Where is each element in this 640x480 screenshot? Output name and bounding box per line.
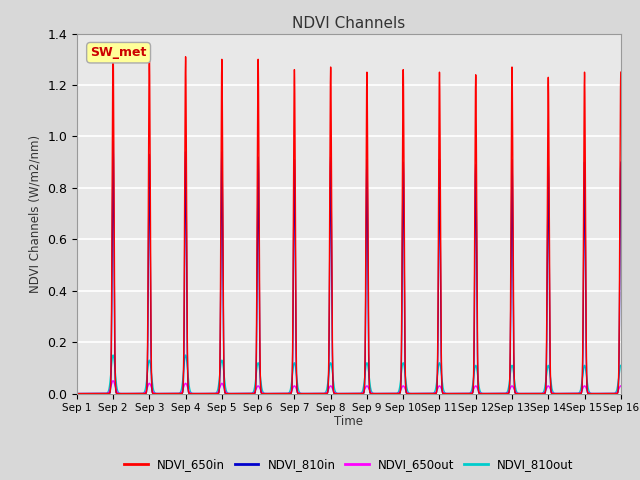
NDVI_650in [90,391,98,396]
NDVI_650in [73,391,81,396]
Title: NDVI Channels: NDVI Channels [292,16,405,31]
NDVI_650in [545,79,552,85]
NDVI_650out [109,378,117,384]
NDVI_650in [361,381,369,386]
NDVI_810in [204,391,211,396]
NDVI_810out [361,376,369,382]
NDVI_650out [617,383,625,389]
NDVI_650out [204,391,211,396]
Line: NDVI_650in: NDVI_650in [77,47,621,394]
NDVI_810in [545,166,552,171]
X-axis label: Time: Time [334,415,364,428]
NDVI_650out [192,391,200,396]
Line: NDVI_650out: NDVI_650out [77,381,621,394]
NDVI_810in [109,139,117,144]
NDVI_650out [545,383,552,389]
NDVI_810out [617,362,625,368]
NDVI_650in [192,391,200,396]
NDVI_650in [109,44,117,49]
NDVI_810out [90,391,98,396]
NDVI_650out [361,387,369,393]
NDVI_810out [204,391,211,396]
NDVI_810in [132,391,140,396]
NDVI_810out [73,391,81,396]
NDVI_810out [132,391,140,396]
NDVI_810out [545,362,552,368]
NDVI_810in [192,391,200,396]
NDVI_810in [617,159,625,165]
NDVI_810out [192,391,200,396]
NDVI_650out [73,391,81,396]
NDVI_650in [132,391,140,396]
NDVI_810out [109,352,117,358]
NDVI_650out [132,391,140,396]
NDVI_810in [361,384,369,389]
NDVI_650out [90,391,98,396]
NDVI_810in [90,391,98,396]
NDVI_810in [73,391,81,396]
NDVI_650in [617,69,625,75]
Text: SW_met: SW_met [90,46,147,59]
NDVI_650in [204,391,211,396]
Y-axis label: NDVI Channels (W/m2/nm): NDVI Channels (W/m2/nm) [29,134,42,293]
Legend: NDVI_650in, NDVI_810in, NDVI_650out, NDVI_810out: NDVI_650in, NDVI_810in, NDVI_650out, NDV… [119,454,579,476]
Line: NDVI_810out: NDVI_810out [77,355,621,394]
Line: NDVI_810in: NDVI_810in [77,142,621,394]
